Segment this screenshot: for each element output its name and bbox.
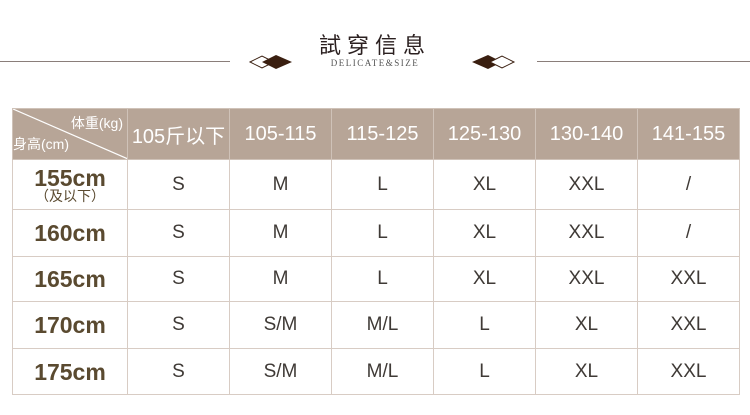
column-header: 115-125: [331, 108, 434, 160]
size-cell: M/L: [331, 301, 434, 349]
size-cell: XL: [433, 209, 536, 257]
size-cell: XL: [535, 348, 638, 395]
size-cell: M: [229, 209, 332, 257]
column-header: 105-115: [229, 108, 332, 160]
height-value: 155cm: [34, 164, 106, 191]
size-cell: L: [433, 301, 536, 349]
size-cell: /: [637, 209, 740, 257]
table-row: 155cm （及以下） S M L XL XXL /: [12, 159, 740, 210]
corner-header: 体重(kg) 身高(cm): [12, 108, 128, 160]
column-header: 130-140: [535, 108, 638, 160]
page-title: 試穿信息: [318, 34, 431, 59]
size-cell: L: [331, 159, 434, 210]
size-cell: XXL: [535, 209, 638, 257]
table-header-row: 体重(kg) 身高(cm) 105斤以下 105-115 115-125 125…: [12, 108, 740, 160]
size-cell: S: [127, 301, 230, 349]
row-header: 175cm: [12, 348, 128, 395]
height-value: 175cm: [34, 358, 106, 385]
row-header: 165cm: [12, 256, 128, 302]
page-subtitle: DELICATE&SIZE: [330, 58, 420, 68]
size-cell: S: [127, 348, 230, 395]
size-cell: M: [229, 159, 332, 210]
size-cell: L: [331, 256, 434, 302]
row-header: 170cm: [12, 301, 128, 349]
row-header: 155cm （及以下）: [12, 159, 128, 210]
size-cell: L: [331, 209, 434, 257]
column-header: 141-155: [637, 108, 740, 160]
table-row: 170cm S S/M M/L L XL XXL: [12, 301, 740, 349]
size-cell: XL: [535, 301, 638, 349]
size-cell: S: [127, 256, 230, 302]
diamond-ornament-left-icon: [248, 55, 292, 69]
height-note: （及以下）: [35, 187, 105, 204]
table-row: 160cm S M L XL XXL /: [12, 209, 740, 257]
size-cell: S: [127, 209, 230, 257]
divider-left: [0, 61, 230, 62]
diagonal-line: [13, 109, 127, 159]
size-cell: XXL: [535, 159, 638, 210]
size-cell: /: [637, 159, 740, 210]
size-cell: L: [433, 348, 536, 395]
size-cell: M: [229, 256, 332, 302]
size-table: 体重(kg) 身高(cm) 105斤以下 105-115 115-125 125…: [12, 108, 740, 395]
column-header: 125-130: [433, 108, 536, 160]
size-cell: XXL: [535, 256, 638, 302]
size-cell: XXL: [637, 348, 740, 395]
divider-right: [537, 61, 750, 62]
table-row: 175cm S S/M M/L L XL XXL: [12, 348, 740, 395]
weight-label: 体重(kg): [70, 115, 123, 131]
height-value: 170cm: [34, 312, 106, 338]
size-cell: S/M: [229, 301, 332, 349]
size-cell: S/M: [229, 348, 332, 395]
height-value: 165cm: [34, 266, 106, 292]
column-header: 105斤以下: [127, 108, 230, 160]
size-cell: XXL: [637, 256, 740, 302]
row-header: 160cm: [12, 209, 128, 257]
diamond-ornament-right-icon: [472, 55, 516, 69]
size-cell: S: [127, 159, 230, 210]
size-cell: XL: [433, 256, 536, 302]
size-cell: XXL: [637, 301, 740, 349]
size-cell: M/L: [331, 348, 434, 395]
height-label: 身高(cm): [13, 136, 70, 152]
height-value: 160cm: [34, 220, 106, 246]
size-cell: XL: [433, 159, 536, 210]
table-row: 165cm S M L XL XXL XXL: [12, 256, 740, 302]
